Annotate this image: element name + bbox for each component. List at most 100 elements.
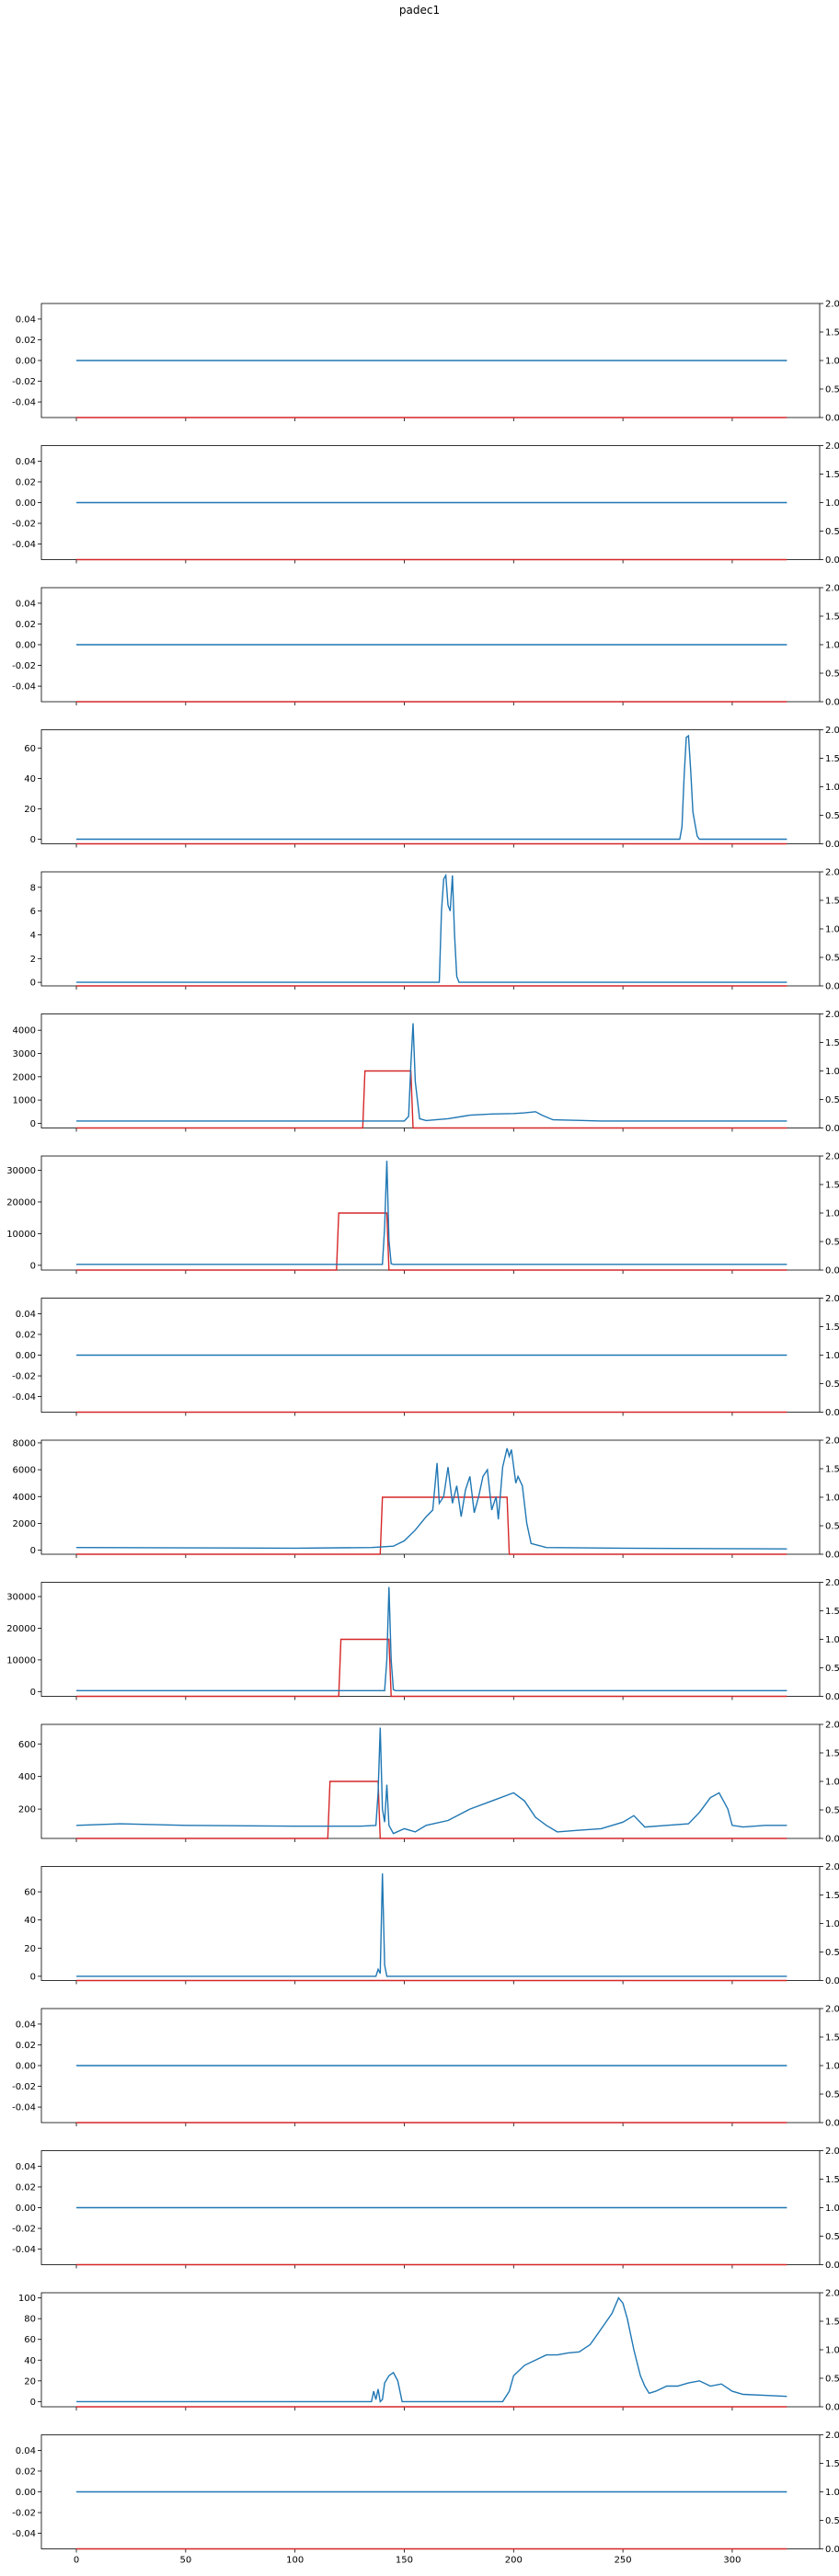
panel-15-right-tick-label-4: 2.0 (825, 2289, 839, 2299)
panel-11-left-tick-label-2: 600 (18, 1740, 36, 1750)
panel-15-left-tick-label-1: 20 (24, 2376, 36, 2387)
x-tick-label-3: 150 (396, 2556, 413, 2566)
panel-9-right-tick-label-3: 1.5 (825, 1465, 839, 1475)
panel-1-left-tick-label-0: -0.04 (12, 398, 36, 408)
panel-3-right-tick-label-2: 1.0 (825, 641, 839, 651)
panel-10-red-line (76, 1638, 787, 1698)
panel-16-right-tick-label-0: 0.0 (825, 2545, 839, 2555)
panel-13-left-tick-label-2: 0.00 (16, 2062, 36, 2072)
panel-7-right-tick-label-2: 1.0 (825, 1209, 839, 1219)
panel-6-red-line (76, 1070, 787, 1129)
panel-8-right-tick-label-1: 0.5 (825, 1380, 839, 1390)
panel-3-left-tick-label-0: -0.04 (12, 682, 36, 693)
panel-7-left-tick-label-3: 30000 (6, 1166, 36, 1176)
panel-13-left-tick-label-0: -0.04 (12, 2103, 36, 2113)
panel-9-left-tick-label-3: 6000 (13, 1466, 36, 1476)
panel-14-right-tick-label-1: 0.5 (825, 2232, 839, 2242)
panel-7-frame (40, 1155, 821, 1271)
panel-6-left-tick-label-4: 4000 (13, 1026, 36, 1036)
panel-4-right-tick-label-0: 0.0 (825, 840, 839, 850)
panel-15-blue-line (76, 2296, 787, 2403)
panel-14-left-tick-label-1: -0.02 (12, 2225, 36, 2235)
panel-5-right-tick-label-4: 2.0 (825, 868, 839, 878)
panel-6-blue-line (76, 1023, 787, 1122)
panel-1-right-tick-label-2: 1.0 (825, 357, 839, 367)
panel-3-right-tick-label-4: 2.0 (825, 584, 839, 594)
panel-16-right-tick-label-1: 0.5 (825, 2516, 839, 2526)
panel-12-right-tick-label-4: 2.0 (825, 1862, 839, 1872)
panel-9-right-tick-label-0: 0.0 (825, 1551, 839, 1561)
panel-10-right-tick-label-1: 0.5 (825, 1664, 839, 1674)
panel-1-left-tick-label-4: 0.04 (16, 315, 36, 325)
panel-6-right-tick-label-3: 1.5 (825, 1038, 839, 1048)
panel-4-right-tick-label-1: 0.5 (825, 811, 839, 821)
panel-9-right-tick-label-2: 1.0 (825, 1494, 839, 1504)
panel-11-right-tick-label-1: 0.5 (825, 1806, 839, 1816)
panel-11-blue-line (75, 1727, 787, 1835)
panel-12-left-tick-label-1: 20 (24, 1944, 36, 1954)
panel-7-left-tick-label-0: 0 (30, 1261, 36, 1271)
panel-9-left-tick-label-4: 8000 (13, 1438, 36, 1448)
panel-14-right-tick-label-2: 1.0 (825, 2204, 839, 2214)
panel-4-right-tick-label-4: 2.0 (825, 726, 839, 736)
panel-10-left-tick-label-0: 0 (30, 1688, 36, 1698)
panel-6-right-tick-label-4: 2.0 (825, 1010, 839, 1020)
panel-2-right-tick-label-1: 0.5 (825, 527, 839, 537)
panel-4-left-tick-label-2: 40 (24, 774, 36, 784)
panel-2-right-tick-label-4: 2.0 (825, 441, 839, 452)
panel-8-left-tick-label-2: 0.00 (16, 1351, 36, 1361)
panel-13-right-tick-label-2: 1.0 (825, 2062, 839, 2072)
panel-12-left-tick-label-0: 0 (30, 1972, 36, 1982)
panel-6-right-tick-label-1: 0.5 (825, 1095, 839, 1105)
panel-6-left-tick-label-0: 0 (30, 1119, 36, 1129)
panel-12-right-tick-label-0: 0.0 (825, 1976, 839, 1986)
panel-15-left-tick-label-3: 60 (24, 2335, 36, 2345)
panel-7-red-line (76, 1212, 787, 1271)
panel-6-frame (40, 1013, 821, 1128)
panel-15-left-tick-label-4: 80 (24, 2315, 36, 2325)
panel-5-right-tick-label-3: 1.5 (825, 897, 839, 907)
panel-2-left-tick-label-3: 0.02 (16, 477, 36, 487)
panel-11-left-tick-label-1: 400 (18, 1772, 36, 1782)
panel-10-right-tick-label-4: 2.0 (825, 1578, 839, 1588)
panel-13-left-tick-label-4: 0.04 (16, 2020, 36, 2030)
panel-12-left-tick-label-2: 40 (24, 1916, 36, 1926)
panel-16-right-tick-label-2: 1.0 (825, 2488, 839, 2498)
panel-16-right-tick-label-3: 1.5 (825, 2459, 839, 2469)
x-tick-label-5: 250 (615, 2556, 632, 2566)
panel-13-right-tick-label-1: 0.5 (825, 2090, 839, 2101)
panel-14-left-tick-label-3: 0.02 (16, 2182, 36, 2192)
panel-10-blue-line (76, 1586, 787, 1692)
panel-14-right-tick-label-3: 1.5 (825, 2175, 839, 2185)
panel-3-right-tick-label-3: 1.5 (825, 613, 839, 623)
panel-8-left-tick-label-0: -0.04 (12, 1392, 36, 1402)
panel-4-left-tick-label-3: 60 (24, 744, 36, 754)
panel-7-right-tick-label-0: 0.0 (825, 1266, 839, 1277)
panel-12-right-tick-label-2: 1.0 (825, 1919, 839, 1929)
figure-title: padec1 (398, 4, 441, 17)
panel-15-left-tick-label-5: 100 (18, 2294, 36, 2304)
panel-3-left-tick-label-1: -0.02 (12, 661, 36, 671)
panel-16-left-tick-label-0: -0.04 (12, 2529, 36, 2539)
panel-13-right-tick-label-3: 1.5 (825, 2033, 839, 2044)
panel-16-left-tick-label-4: 0.04 (16, 2446, 36, 2456)
panel-5-left-tick-label-1: 2 (30, 955, 36, 965)
panel-15-left-tick-label-2: 40 (24, 2356, 36, 2366)
panel-2-right-tick-label-3: 1.5 (825, 470, 839, 480)
panel-11-red-line (76, 1780, 787, 1839)
panel-15-right-tick-label-0: 0.0 (825, 2403, 839, 2413)
panel-10-left-tick-label-1: 10000 (6, 1655, 36, 1666)
panel-15-right-tick-label-2: 1.0 (825, 2346, 839, 2356)
panel-7-right-tick-label-1: 0.5 (825, 1238, 839, 1248)
panel-15-left-tick-label-0: 0 (30, 2398, 36, 2408)
panel-4-blue-line (76, 734, 787, 841)
panel-2-right-tick-label-2: 1.0 (825, 498, 839, 509)
panel-10-right-tick-label-2: 1.0 (825, 1635, 839, 1645)
panel-5-frame (40, 871, 821, 987)
panel-13-right-tick-label-4: 2.0 (825, 2005, 839, 2015)
panel-7-left-tick-label-2: 20000 (6, 1197, 36, 1208)
panel-1-right-tick-label-4: 2.0 (825, 300, 839, 310)
panel-11-right-tick-label-3: 1.5 (825, 1749, 839, 1759)
panel-16-left-tick-label-1: -0.02 (12, 2509, 36, 2519)
x-tick-label-0: 0 (74, 2556, 79, 2566)
